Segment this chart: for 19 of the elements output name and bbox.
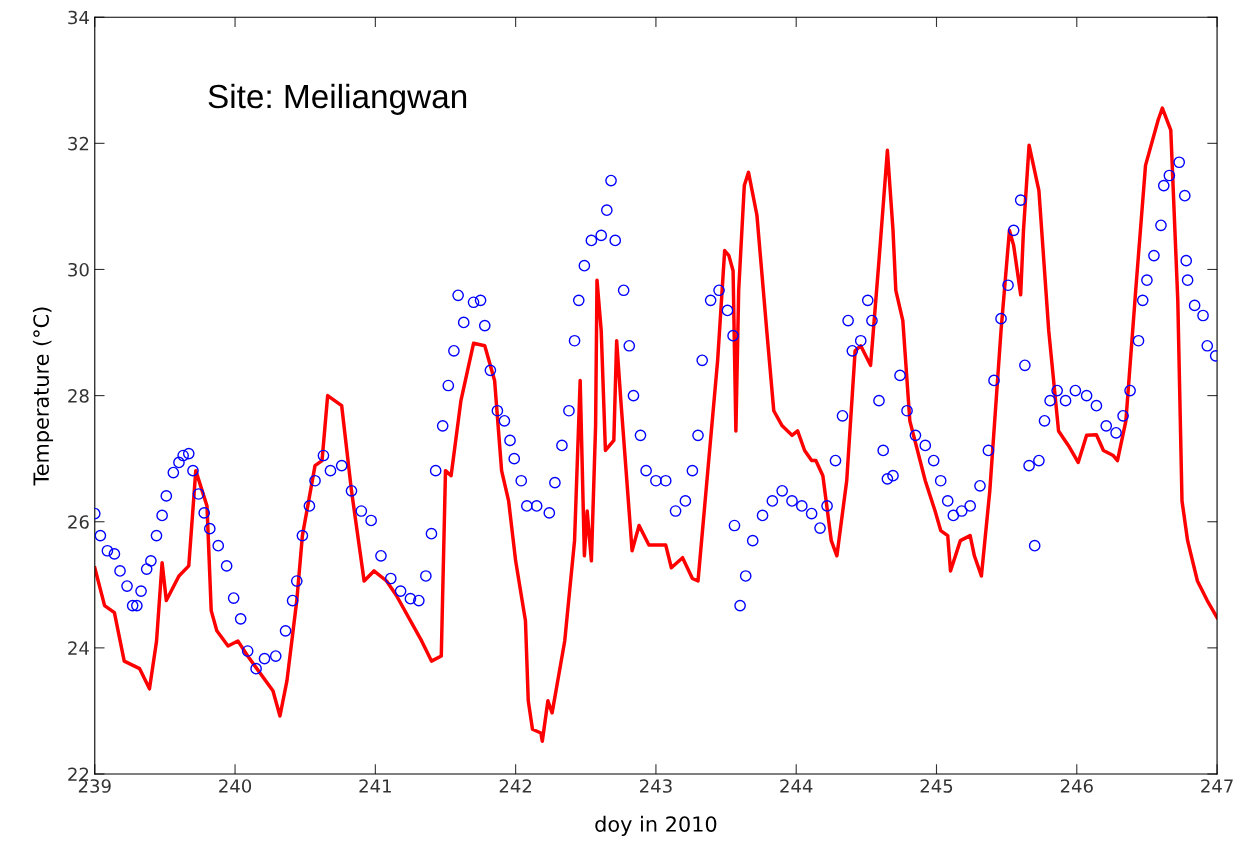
x-tick-label: 244 — [780, 779, 813, 793]
y-axis-title: Temperature (°C) — [32, 307, 54, 486]
x-tick-label: 241 — [359, 779, 391, 793]
x-tick-label: 240 — [219, 779, 252, 793]
y-tick-label: 30 — [68, 262, 89, 277]
x-axis-title: doy in 2010 — [595, 815, 717, 836]
x-tick-label: 239 — [78, 779, 111, 793]
x-tick-label: 245 — [920, 779, 953, 793]
y-tick-label: 28 — [68, 389, 89, 403]
x-tick-label: 242 — [499, 779, 532, 793]
y-tick-label: 32 — [68, 136, 89, 151]
y-tick-label: 34 — [68, 10, 89, 25]
x-tick-label: 247 — [1201, 779, 1233, 793]
x-tick-label: 243 — [640, 779, 672, 793]
x-tick-label: 246 — [1060, 779, 1093, 793]
annotation: Site: Meiliangwan — [208, 83, 467, 115]
y-tick-label: 24 — [68, 641, 89, 655]
y-tick-label: 22 — [68, 767, 89, 781]
y-tick-label: 26 — [68, 515, 89, 529]
